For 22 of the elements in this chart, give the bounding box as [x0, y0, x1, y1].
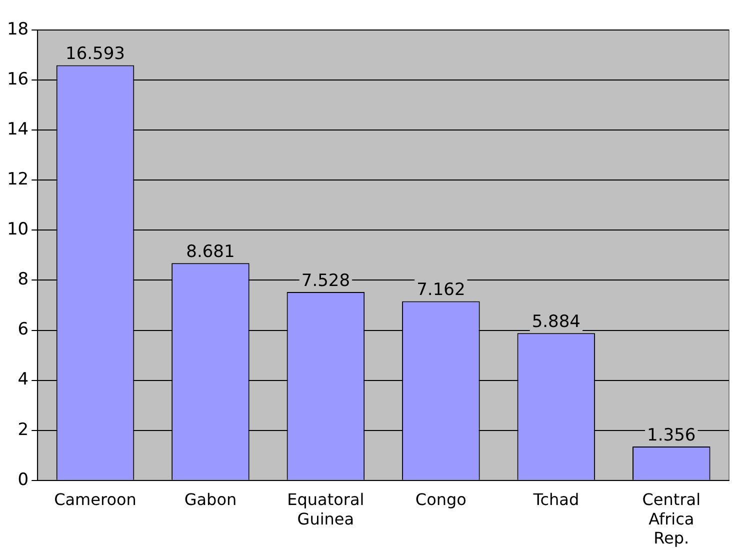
- y-tick-label: 8: [18, 270, 29, 290]
- data-label: 8.681: [186, 242, 235, 262]
- y-tick-label: 10: [6, 220, 29, 240]
- data-label: 7.162: [416, 280, 466, 300]
- y-tick-label: 0: [18, 470, 29, 490]
- y-tick-label: 16: [6, 69, 29, 90]
- x-tick-label: Congo: [415, 490, 466, 510]
- data-label: 16.593: [66, 44, 125, 64]
- x-tick-label: Gabon: [184, 490, 237, 510]
- y-tick-label: 2: [18, 420, 29, 440]
- x-tick-label: Tchad: [532, 490, 580, 510]
- x-tick-label: Equatoral Guinea: [287, 490, 364, 528]
- x-tick-label: Cameroon: [54, 490, 136, 510]
- x-tick-label: Central Africa Rep.: [642, 490, 701, 548]
- data-label: 1.356: [647, 425, 696, 446]
- data-label: 5.884: [532, 312, 580, 332]
- y-tick-label: 6: [18, 320, 29, 340]
- data-label: 7.528: [301, 270, 350, 291]
- y-tick-label: 4: [18, 370, 29, 390]
- y-tick-label: 12: [6, 170, 29, 190]
- y-tick-label: 14: [6, 120, 29, 140]
- y-tick-label: 18: [6, 19, 29, 40]
